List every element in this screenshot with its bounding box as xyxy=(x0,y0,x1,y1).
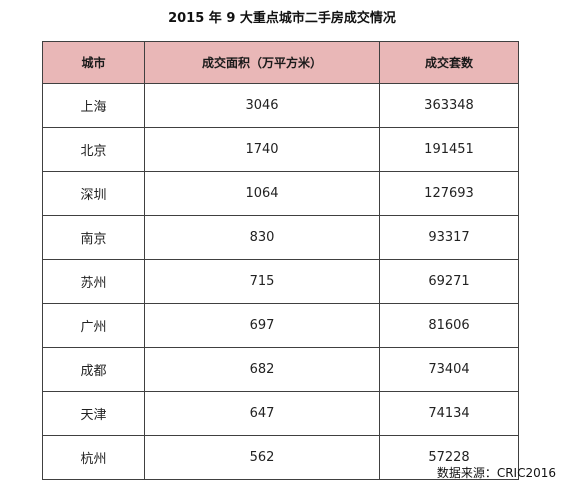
table-row: 杭州 562 57228 xyxy=(42,435,519,480)
cell-units: 363348 xyxy=(379,83,519,128)
cell-units: 127693 xyxy=(379,171,519,216)
table-row: 天津 647 74134 xyxy=(42,391,519,436)
cell-area: 715 xyxy=(144,259,380,304)
table-row: 苏州 715 69271 xyxy=(42,259,519,304)
cell-units: 69271 xyxy=(379,259,519,304)
page-title: 2015 年 9 大重点城市二手房成交情况 xyxy=(168,11,396,26)
table-row: 深圳 1064 127693 xyxy=(42,171,519,216)
cell-city: 杭州 xyxy=(42,435,145,480)
cell-area: 3046 xyxy=(144,83,380,128)
table-row: 上海 3046 363348 xyxy=(42,83,519,128)
cell-area: 1740 xyxy=(144,127,380,172)
table-row: 广州 697 81606 xyxy=(42,303,519,348)
column-header-units: 成交套数 xyxy=(379,41,519,84)
table-row: 成都 682 73404 xyxy=(42,347,519,392)
cell-area: 1064 xyxy=(144,171,380,216)
column-header-area: 成交面积（万平方米） xyxy=(144,41,380,84)
cell-area: 697 xyxy=(144,303,380,348)
data-source-note: 数据来源：CRIC2016 xyxy=(436,466,556,480)
cell-units: 93317 xyxy=(379,215,519,260)
cell-city: 北京 xyxy=(42,127,145,172)
table-row: 南京 830 93317 xyxy=(42,215,519,260)
cell-units: 57228 xyxy=(379,435,519,480)
table-header-row: 城市 成交面积（万平方米） 成交套数 xyxy=(42,41,519,84)
cell-city: 天津 xyxy=(42,391,145,436)
cell-area: 682 xyxy=(144,347,380,392)
cell-city: 南京 xyxy=(42,215,145,260)
cell-city: 广州 xyxy=(42,303,145,348)
cell-units: 74134 xyxy=(379,391,519,436)
cell-units: 191451 xyxy=(379,127,519,172)
cell-units: 73404 xyxy=(379,347,519,392)
cell-area: 562 xyxy=(144,435,380,480)
cell-area: 647 xyxy=(144,391,380,436)
cell-city: 深圳 xyxy=(42,171,145,216)
column-header-city: 城市 xyxy=(42,41,145,84)
cell-area: 830 xyxy=(144,215,380,260)
cell-city: 成都 xyxy=(42,347,145,392)
table-row: 北京 1740 191451 xyxy=(42,127,519,172)
data-table: 城市 成交面积（万平方米） 成交套数 上海 3046 363348 北京 174… xyxy=(42,41,519,480)
cell-city: 苏州 xyxy=(42,259,145,304)
cell-units: 81606 xyxy=(379,303,519,348)
cell-city: 上海 xyxy=(42,83,145,128)
